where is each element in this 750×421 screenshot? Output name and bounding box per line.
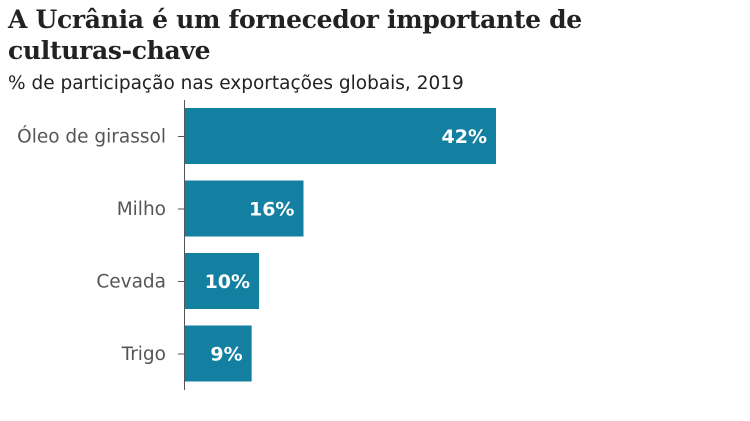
bar (185, 108, 496, 164)
category-label: Cevada (96, 272, 166, 293)
data-label: 9% (210, 344, 242, 366)
data-label: 42% (442, 126, 487, 148)
bar (185, 253, 260, 309)
data-label: 10% (205, 271, 250, 293)
bar (185, 325, 252, 382)
chart-title: A Ucrânia é um fornecedor importante de … (8, 5, 582, 65)
category-label: Milho (117, 199, 166, 220)
data-label: 16% (249, 199, 294, 221)
category-label: Óleo de girassol (17, 126, 166, 148)
chart-subtitle: % de participação nas exportações globai… (8, 73, 464, 94)
bar (185, 180, 304, 237)
category-label: Trigo (121, 344, 166, 365)
